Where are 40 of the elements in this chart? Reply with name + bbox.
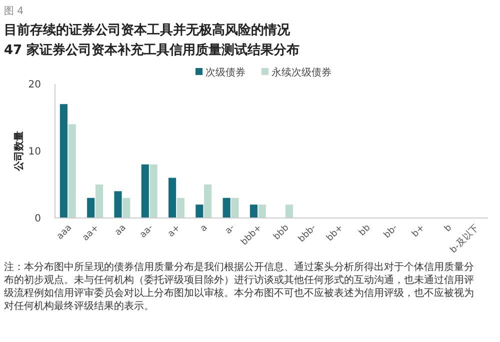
x-tick-label: aa+ [80,223,102,244]
bar [87,198,95,218]
bar [250,204,258,218]
bar [231,198,239,218]
x-tick-label: b+ [410,223,427,240]
bar [168,178,176,218]
x-tick-label: aa- [138,223,156,240]
bar [122,198,130,218]
x-tick-label: aa [113,223,128,238]
bar [285,204,294,218]
bar [95,184,104,218]
bar [258,204,266,218]
bar [141,164,149,218]
bar [222,198,230,218]
legend-label: 永续次级债券 [272,66,332,78]
chart-title: 目前存续的证券公司资本工具并无极高风险的情况 [4,22,291,38]
y-tick-label: 0 [34,214,41,224]
x-tick-label: bb [357,222,373,238]
x-tick-label: aaa [55,223,74,242]
x-tick-label: bb- [382,223,400,241]
x-tick-label: bb+ [325,223,346,244]
text: 注：本分布图中所呈现的债券信用质量分布是我们根据公开信息、通过案头分析所得出对于个体信用质量分布的初步观点。未与任何机构（委托评级项目除外）进行访谈或其他任何形式的互动沟通，也未通过信用评级流程例如信用评审委员会对以上分布图加以审核。本分布图不可也不应被表述为信用评级，也不应被视为对任何机构最终评级结果的表示。 [4,261,474,312]
bar [176,198,184,218]
x-tick-label: a- [224,223,237,236]
x-tick-label: bbb [272,222,292,242]
bar [114,191,122,218]
bar [68,124,76,218]
y-tick-label: 10 [28,146,41,158]
caption: 图 4 [4,6,24,17]
bar [60,104,68,218]
y-axis-title: 公司数量 [13,131,25,172]
legend-label: 次级债券 [206,66,246,78]
x-tick-label: b [442,222,454,234]
x-tick-label: a [198,223,210,234]
x-tick-label: a+ [166,223,183,240]
chart-subtitle: 47 家证券公司资本补充工具信用质量测试结果分布 [4,42,300,58]
y-tick-label: 20 [28,80,41,90]
bar [196,204,204,218]
bar [150,164,158,218]
bar [204,184,212,218]
